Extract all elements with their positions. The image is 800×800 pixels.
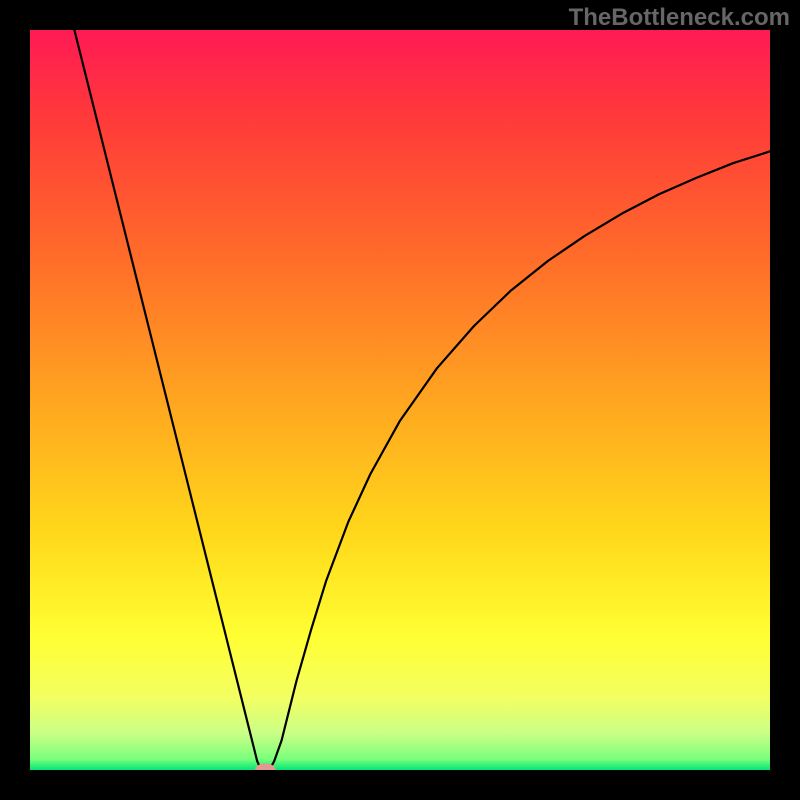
plot-area <box>30 30 770 770</box>
watermark-label: TheBottleneck.com <box>569 4 790 32</box>
chart-root: TheBottleneck.com <box>0 0 800 800</box>
gradient-background <box>30 30 770 770</box>
